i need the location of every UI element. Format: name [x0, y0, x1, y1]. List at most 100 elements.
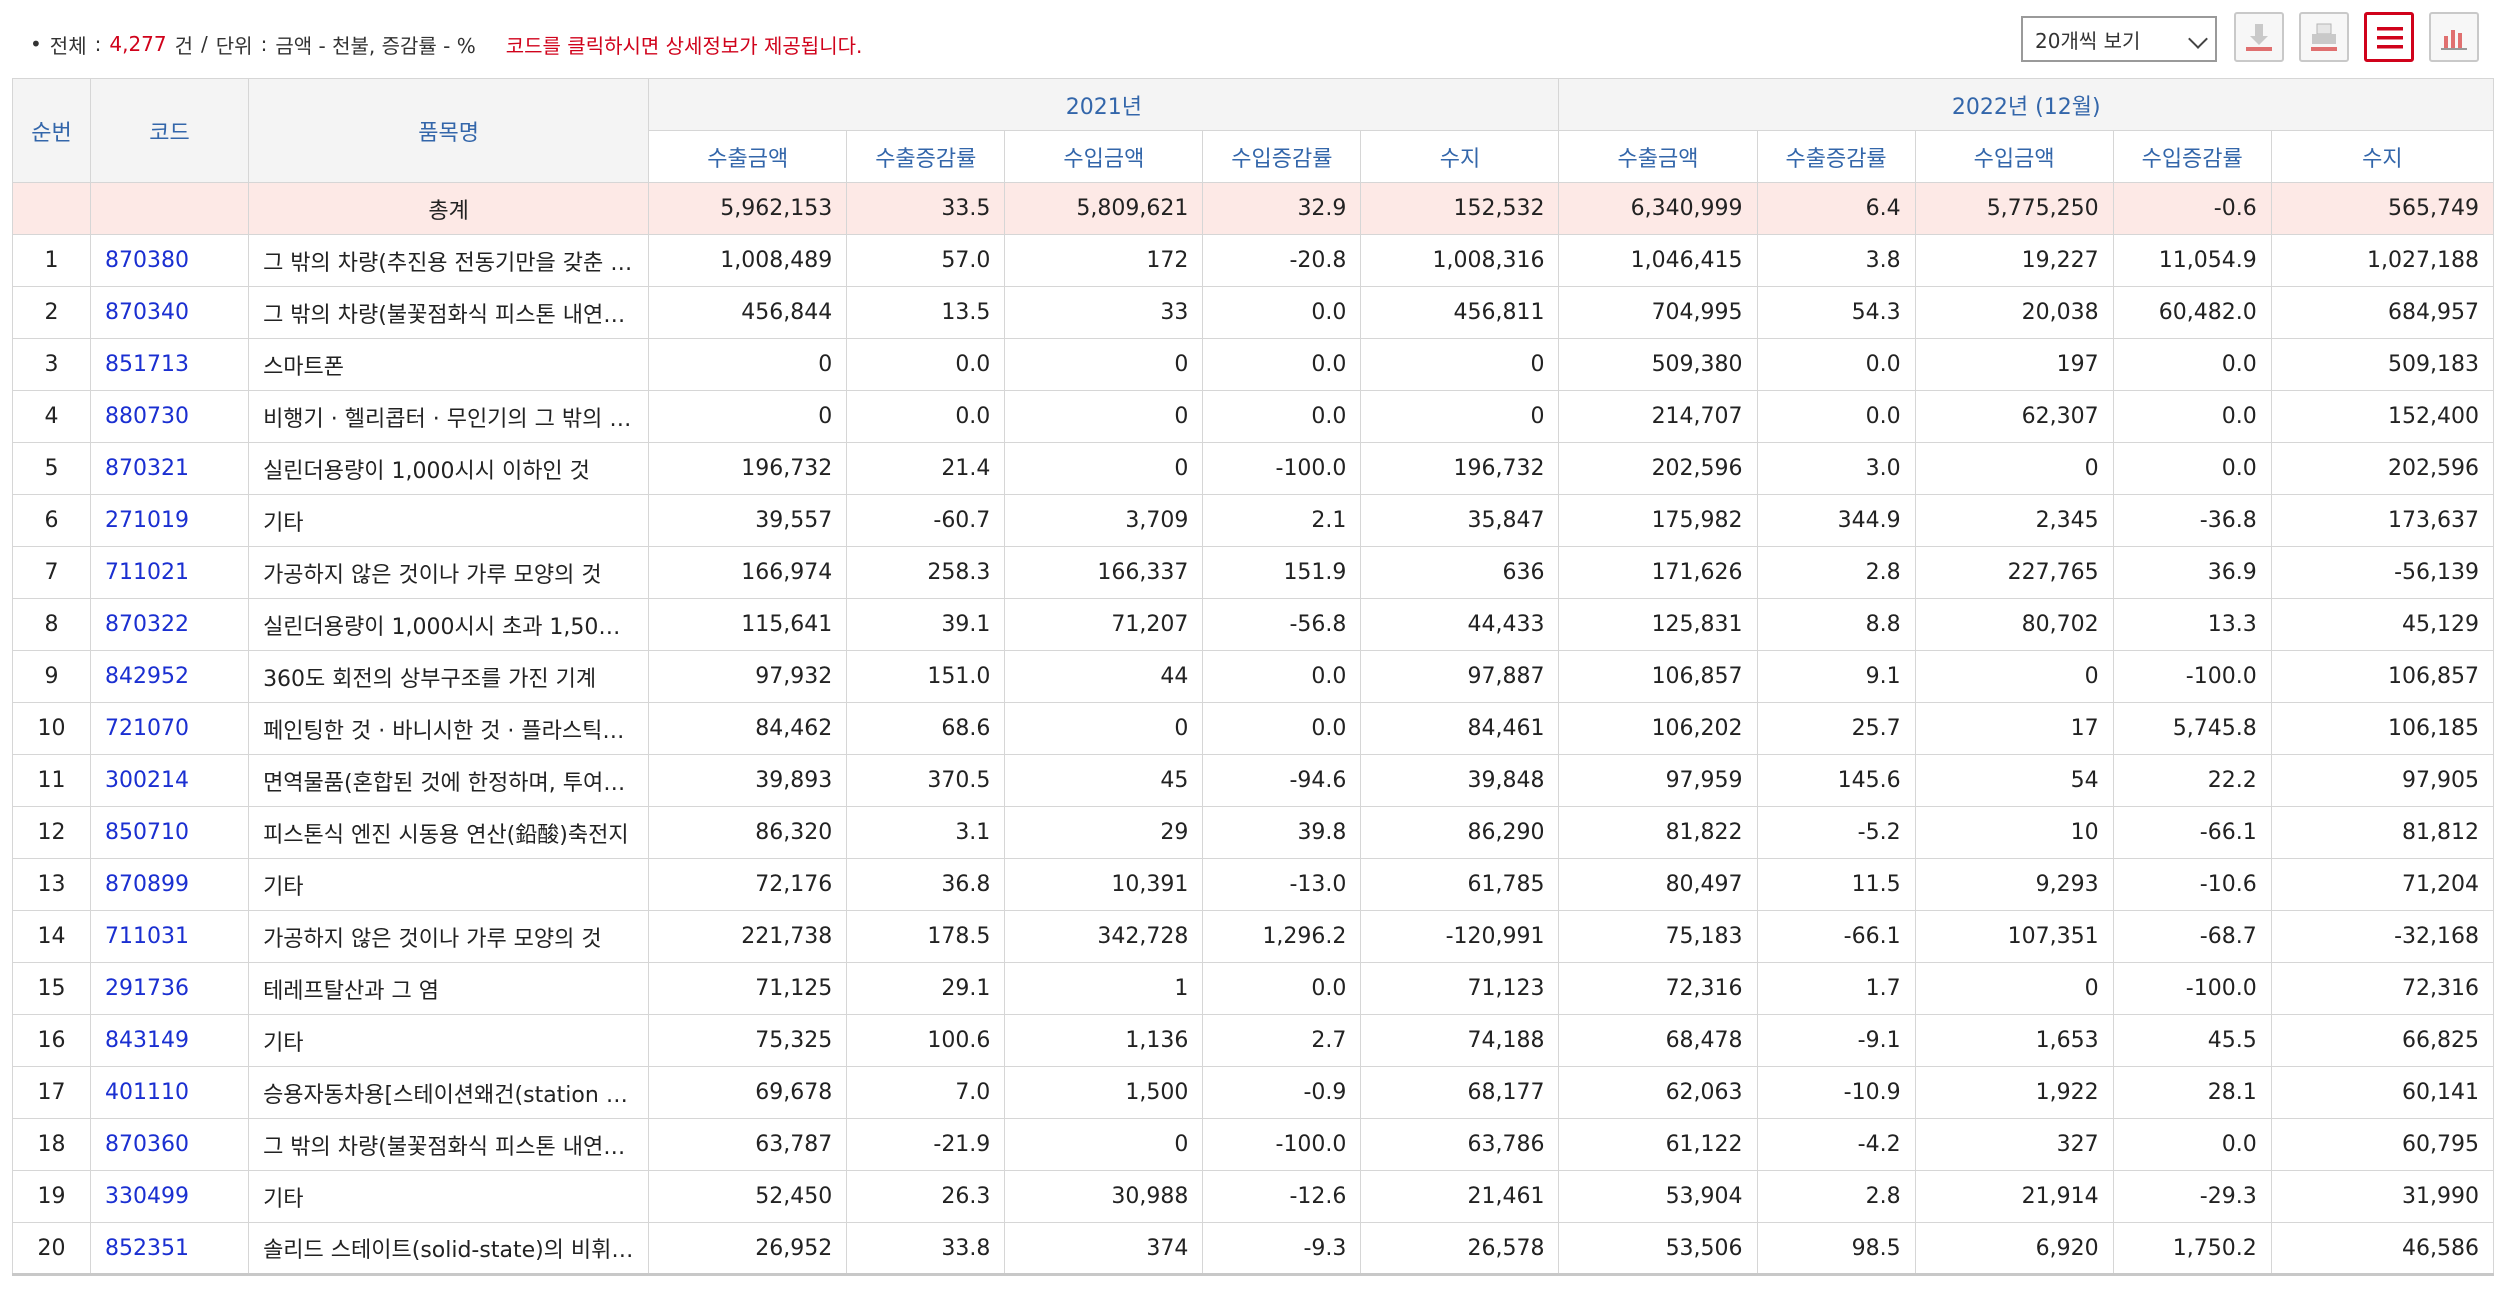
- header-import-change-2021: 수입증감률: [1202, 130, 1362, 183]
- value-cell: 44: [1004, 650, 1204, 703]
- value-cell: 97,887: [1360, 650, 1560, 703]
- value-cell: 54: [1914, 754, 2114, 807]
- value-cell: 456,844: [648, 286, 848, 339]
- value-cell: 29: [1004, 806, 1204, 859]
- rank-cell: 9: [11, 650, 92, 703]
- value-cell: 3.8: [1756, 234, 1916, 287]
- value-cell: 97,959: [1558, 754, 1758, 807]
- value-cell: 84,461: [1360, 702, 1560, 755]
- item-name-cell: 360도 회전의 상부구조를 가진 기계: [248, 650, 650, 703]
- value-cell: 2.8: [1756, 1170, 1916, 1223]
- code-link[interactable]: 850710: [90, 806, 250, 859]
- value-cell: 145.6: [1756, 754, 1916, 807]
- value-cell: 0: [648, 338, 848, 391]
- total-label: 총계: [248, 182, 650, 235]
- header-export-amount-2022: 수출금액: [1558, 130, 1758, 183]
- code-link[interactable]: 852351: [90, 1222, 250, 1276]
- value-cell: 86,290: [1360, 806, 1560, 859]
- rank-cell: 5: [11, 442, 92, 495]
- code-link[interactable]: 870340: [90, 286, 250, 339]
- item-name-cell: 그 밖의 차량(불꽃점화식 피스톤 내연기관과 전동기를 함께 갖춘 것): [248, 286, 650, 339]
- value-cell: 0: [1004, 702, 1204, 755]
- value-cell: 0.0: [846, 390, 1006, 443]
- chart-view-button[interactable]: [2429, 12, 2479, 62]
- value-cell: 172: [1004, 234, 1204, 287]
- code-link[interactable]: 870360: [90, 1118, 250, 1171]
- value-cell: 31,990: [2270, 1170, 2495, 1223]
- item-name-cell: 그 밖의 차량(추진용 전동기만을 갖춘 것): [248, 234, 650, 287]
- total-cell: 6.4: [1756, 182, 1916, 235]
- total-cell: 32.9: [1202, 182, 1362, 235]
- code-link[interactable]: 300214: [90, 754, 250, 807]
- rank-cell: 13: [11, 858, 92, 911]
- download-button[interactable]: [2234, 12, 2284, 62]
- code-link[interactable]: 401110: [90, 1066, 250, 1119]
- bullet: •: [30, 32, 42, 56]
- print-button[interactable]: [2299, 12, 2349, 62]
- value-cell: 10,391: [1004, 858, 1204, 911]
- page-size-select[interactable]: 20개씩 보기: [2021, 16, 2217, 62]
- value-cell: 60,141: [2270, 1066, 2495, 1119]
- code-link[interactable]: 880730: [90, 390, 250, 443]
- code-link[interactable]: 842952: [90, 650, 250, 703]
- code-link[interactable]: 843149: [90, 1014, 250, 1067]
- download-icon: [2246, 24, 2272, 51]
- code-link[interactable]: 291736: [90, 962, 250, 1015]
- rank-cell: 19: [11, 1170, 92, 1223]
- item-name-cell: 솔리드 스테이트(solid-state)의 비휘발성 저장장치: [248, 1222, 650, 1276]
- rank-cell: 4: [11, 390, 92, 443]
- value-cell: 3.0: [1756, 442, 1916, 495]
- header-year-2021: 2021년: [648, 78, 1560, 131]
- table-row: 7 711021 가공하지 않은 것이나 가루 모양의 것 166,974 258.3 1…: [11, 546, 2495, 599]
- value-cell: 52,450: [648, 1170, 848, 1223]
- value-cell: 1.7: [1756, 962, 1916, 1015]
- value-cell: 39,893: [648, 754, 848, 807]
- code-link[interactable]: 330499: [90, 1170, 250, 1223]
- value-cell: -68.7: [2112, 910, 2272, 963]
- code-link[interactable]: 851713: [90, 338, 250, 391]
- value-cell: 0.0: [2112, 390, 2272, 443]
- value-cell: 63,786: [1360, 1118, 1560, 1171]
- value-cell: -56,139: [2270, 546, 2495, 599]
- value-cell: 0: [1004, 1118, 1204, 1171]
- value-cell: 3,709: [1004, 494, 1204, 547]
- rank-cell: 2: [11, 286, 92, 339]
- value-cell: 19,227: [1914, 234, 2114, 287]
- code-link[interactable]: 711021: [90, 546, 250, 599]
- value-cell: 10: [1914, 806, 2114, 859]
- value-cell: -20.8: [1202, 234, 1362, 287]
- value-cell: 26,578: [1360, 1222, 1560, 1276]
- value-cell: 9,293: [1914, 858, 2114, 911]
- item-name-cell: 승용자동차용[스테이션왜건(station wagon)과 경주용 자동차를 포…: [248, 1066, 650, 1119]
- value-cell: 46,586: [2270, 1222, 2495, 1276]
- value-cell: 81,812: [2270, 806, 2495, 859]
- value-cell: -60.7: [846, 494, 1006, 547]
- code-link[interactable]: 870380: [90, 234, 250, 287]
- value-cell: 86,320: [648, 806, 848, 859]
- value-cell: 21,461: [1360, 1170, 1560, 1223]
- value-cell: 62,063: [1558, 1066, 1758, 1119]
- item-name-cell: 실린더용량이 1,000시시 이하인 것: [248, 442, 650, 495]
- total-row: 총계 5,962,153 33.5 5,809,621 32.9 152,532…: [11, 182, 2495, 235]
- value-cell: -0.9: [1202, 1066, 1362, 1119]
- list-view-button[interactable]: [2364, 12, 2414, 62]
- value-cell: 2.7: [1202, 1014, 1362, 1067]
- value-cell: 0: [1360, 390, 1560, 443]
- code-link[interactable]: 870322: [90, 598, 250, 651]
- header-export-change-2022: 수출증감률: [1756, 130, 1916, 183]
- unit-label: 단위: [215, 33, 253, 58]
- value-cell: 125,831: [1558, 598, 1758, 651]
- code-link[interactable]: 271019: [90, 494, 250, 547]
- code-link[interactable]: 870899: [90, 858, 250, 911]
- total-cell: -0.6: [2112, 182, 2272, 235]
- value-cell: 166,337: [1004, 546, 1204, 599]
- value-cell: 75,325: [648, 1014, 848, 1067]
- code-link[interactable]: 721070: [90, 702, 250, 755]
- value-cell: 171,626: [1558, 546, 1758, 599]
- table-row: 14 711031 가공하지 않은 것이나 가루 모양의 것 221,738 178.5…: [11, 910, 2495, 963]
- value-cell: -9.3: [1202, 1222, 1362, 1276]
- value-cell: 39,848: [1360, 754, 1560, 807]
- code-link[interactable]: 711031: [90, 910, 250, 963]
- code-link[interactable]: 870321: [90, 442, 250, 495]
